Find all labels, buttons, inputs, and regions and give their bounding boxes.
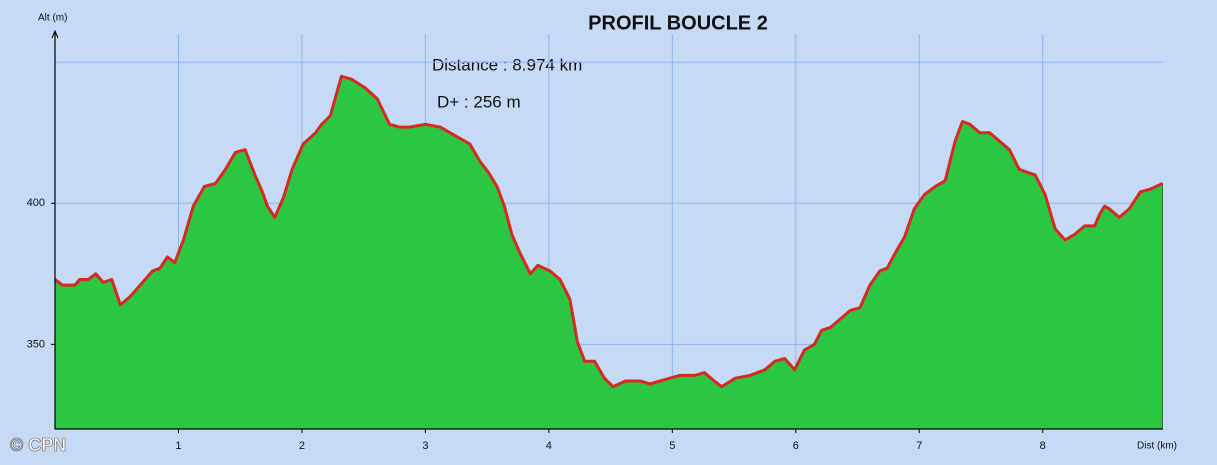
x-tick-label: 7 bbox=[916, 440, 922, 452]
y-tick-label: 400 bbox=[27, 197, 45, 209]
y-axis-arrow bbox=[51, 29, 59, 39]
y-axis-label: Alt (m) bbox=[38, 13, 67, 24]
y-tick-label: 350 bbox=[27, 338, 45, 350]
annotation: Distance : 8.974 km bbox=[432, 55, 582, 74]
x-tick-label: 8 bbox=[1040, 440, 1046, 452]
x-tick-label: 5 bbox=[669, 440, 675, 452]
watermark: © CPN bbox=[10, 435, 66, 455]
x-tick-label: 1 bbox=[175, 440, 181, 452]
x-tick-label: 2 bbox=[299, 440, 305, 452]
x-tick-label: 6 bbox=[793, 440, 799, 452]
profile-line bbox=[54, 74, 1164, 389]
x-tick-label: 4 bbox=[546, 440, 552, 452]
x-tick-label: 3 bbox=[422, 440, 428, 452]
annotation: D+ : 256 m bbox=[437, 92, 521, 111]
x-axis-label: Dist (km) bbox=[1137, 441, 1177, 452]
chart-title: PROFIL BOUCLE 2 bbox=[588, 12, 768, 34]
plot: 350 400 1 2 3 4 5 6 7 8 bbox=[27, 29, 1164, 452]
